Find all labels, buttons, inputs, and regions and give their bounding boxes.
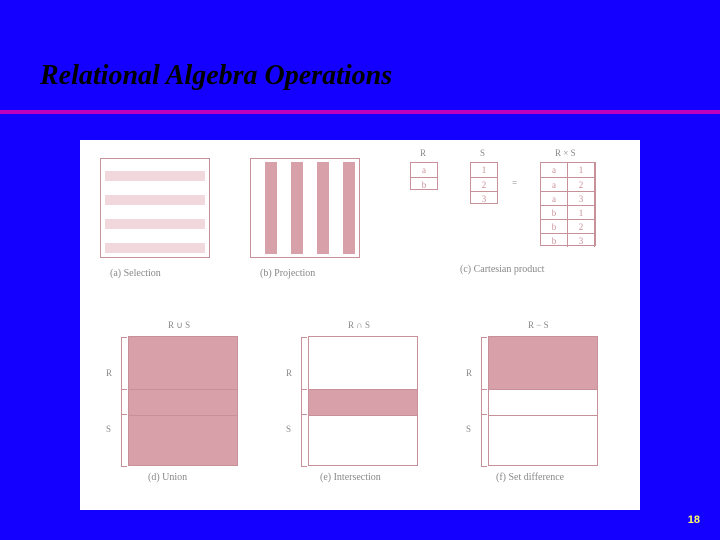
table-cell: 1	[471, 163, 497, 177]
table-row: 1	[471, 163, 497, 177]
caption-a: (a) Selection	[110, 268, 161, 279]
brace-s	[121, 389, 127, 467]
brace-s	[301, 389, 307, 467]
table-cell: 2	[568, 219, 595, 233]
caption-c: (c) Cartesian product	[460, 264, 544, 275]
panel-projection: (b) Projection	[250, 158, 370, 258]
difference-box	[488, 336, 598, 466]
s-top-line	[489, 389, 597, 390]
projection-stripe	[343, 162, 355, 254]
r-bottom-line	[489, 415, 597, 416]
union-box	[128, 336, 238, 466]
caption-d: (d) Union	[148, 472, 187, 483]
table-cell: b	[411, 177, 437, 191]
table-cell: 3	[471, 191, 497, 205]
table-S: 123	[470, 162, 498, 204]
table-row: 3	[471, 191, 497, 205]
label-R-f: R	[466, 368, 472, 378]
union-fill	[129, 337, 237, 465]
selection-stripe	[105, 243, 205, 253]
page-number: 18	[688, 514, 700, 526]
projection-box	[250, 158, 360, 258]
label-S-d: S	[106, 424, 111, 434]
table-cell: 3	[568, 191, 595, 205]
table-cell: a	[411, 163, 437, 177]
label-RS: R × S	[555, 148, 576, 158]
selection-box	[100, 158, 210, 258]
projection-stripe	[265, 162, 277, 254]
table-row: 2	[471, 177, 497, 191]
caption-f: (f) Set difference	[496, 472, 564, 483]
table-row: b3	[541, 233, 595, 247]
intersection-box	[308, 336, 418, 466]
title-e: R ∩ S	[348, 320, 370, 330]
label-S: S	[480, 148, 485, 158]
table-row: b1	[541, 205, 595, 219]
label-R-d: R	[106, 368, 112, 378]
selection-stripe	[105, 171, 205, 181]
table-cell: a	[541, 177, 568, 191]
caption-b: (b) Projection	[260, 268, 315, 279]
s-top-line	[309, 389, 417, 390]
label-S-e: S	[286, 424, 291, 434]
table-cell: a	[541, 163, 568, 177]
table-row: a	[411, 163, 437, 177]
r-bottom-line	[129, 415, 237, 416]
s-top-line	[129, 389, 237, 390]
table-row: a3	[541, 191, 595, 205]
table-cell: 3	[568, 233, 595, 247]
caption-e: (e) Intersection	[320, 472, 381, 483]
selection-stripe	[105, 219, 205, 229]
label-R: R	[420, 148, 426, 158]
brace-s	[481, 389, 487, 467]
title-underline	[0, 110, 720, 114]
table-row: b2	[541, 219, 595, 233]
title-f: R − S	[528, 320, 549, 330]
table-cell: b	[541, 219, 568, 233]
table-row: a2	[541, 177, 595, 191]
table-cell: 1	[568, 163, 595, 177]
label-S-f: S	[466, 424, 471, 434]
table-row: a1	[541, 163, 595, 177]
difference-fill	[489, 337, 597, 389]
slide-title: Relational Algebra Operations	[40, 60, 392, 92]
title-text: Relational Algebra Operations	[40, 60, 392, 91]
title-d: R ∪ S	[168, 320, 190, 331]
table-cell: b	[541, 233, 568, 247]
table-cell: b	[541, 205, 568, 219]
table-R: ab	[410, 162, 438, 190]
projection-stripe	[291, 162, 303, 254]
panel-selection: (a) Selection	[100, 158, 220, 258]
projection-stripe	[317, 162, 329, 254]
selection-stripe	[105, 195, 205, 205]
table-RS: a1a2a3b1b2b3	[540, 162, 596, 246]
slide: Relational Algebra Operations (a) Select…	[0, 0, 720, 540]
table-cell: 2	[471, 177, 497, 191]
figure-area: (a) Selection (b) Projection R S R × S a…	[80, 140, 640, 510]
table-row: b	[411, 177, 437, 191]
intersection-fill	[309, 389, 417, 415]
table-cell: a	[541, 191, 568, 205]
r-bottom-line	[309, 415, 417, 416]
equals-sign: =	[512, 178, 517, 188]
table-cell: 2	[568, 177, 595, 191]
table-cell: 1	[568, 205, 595, 219]
label-R-e: R	[286, 368, 292, 378]
